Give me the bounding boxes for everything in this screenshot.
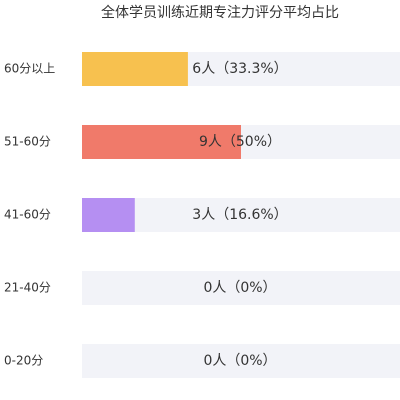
- bar-track: [82, 344, 400, 378]
- category-label: 21-40分: [4, 281, 51, 295]
- bar-track: [82, 271, 400, 305]
- bar-track: [82, 198, 400, 232]
- category-label: 0-20分: [4, 354, 43, 368]
- data-label: 0人（0%）: [203, 353, 276, 369]
- bar: [82, 125, 241, 159]
- category-label: 51-60分: [4, 135, 51, 149]
- data-label: 0人（0%）: [203, 280, 276, 296]
- category-label: 60分以上: [4, 62, 55, 76]
- category-label: 41-60分: [4, 208, 51, 222]
- chart-title: 全体学员训练近期专注力评分平均占比: [101, 4, 339, 21]
- bar: [82, 52, 188, 86]
- data-label: 6人（33.3%）: [192, 61, 287, 77]
- bar: [82, 198, 135, 232]
- chart-rows: 60分以上 6人（33.3%） 51-60分 9人（50%） 41-60分 3人（16.6…: [4, 52, 400, 378]
- data-label: 9人（50%）: [199, 134, 281, 150]
- data-label: 3人（16.6%）: [192, 207, 287, 223]
